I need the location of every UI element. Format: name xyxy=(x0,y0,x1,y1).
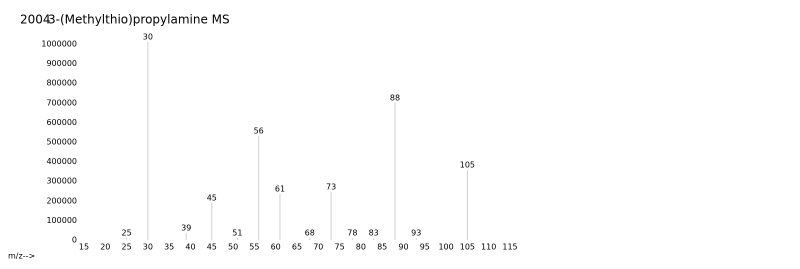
peak-label: 88 xyxy=(390,93,400,102)
peak-label: 30 xyxy=(143,33,153,42)
x-tick-label: 50 xyxy=(228,243,238,252)
x-tick-label: 30 xyxy=(143,243,153,252)
peak-label: 39 xyxy=(181,223,191,232)
x-tick-label: 95 xyxy=(420,243,430,252)
x-tick-label: 45 xyxy=(207,243,217,252)
peak-label: 93 xyxy=(411,229,421,238)
peak-label: 68 xyxy=(305,229,315,238)
y-tick-label: 300000 xyxy=(46,177,77,186)
peak-label: 78 xyxy=(347,229,357,238)
x-tick-label: 110 xyxy=(481,243,496,252)
peak-label: 61 xyxy=(275,184,285,193)
chart-title: 3-(Methylthio)propylamine MS xyxy=(48,13,230,27)
x-tick-label: 105 xyxy=(460,243,475,252)
x-tick-label: 20 xyxy=(100,243,110,252)
peak-label: 51 xyxy=(232,229,242,238)
x-tick-label: 70 xyxy=(313,243,323,252)
x-tick-label: 35 xyxy=(164,243,174,252)
y-tick-label: 200000 xyxy=(46,196,77,205)
x-tick-label: 90 xyxy=(398,243,408,252)
x-tick-label: 80 xyxy=(356,243,366,252)
x-tick-label: 65 xyxy=(292,243,302,252)
peak-label: 83 xyxy=(369,229,379,238)
x-tick-label: 75 xyxy=(335,243,345,252)
peak-label: 25 xyxy=(122,229,132,238)
x-tick-label: 115 xyxy=(502,243,517,252)
x-tick-label: 40 xyxy=(185,243,195,252)
y-tick-label: 800000 xyxy=(46,79,77,88)
y-tick-label: 900000 xyxy=(46,59,77,68)
y-tick-label: 600000 xyxy=(46,118,77,127)
year: 2004 xyxy=(20,13,51,27)
peak-label: 105 xyxy=(460,161,475,170)
y-tick-label: 500000 xyxy=(46,138,77,147)
peak-label: 56 xyxy=(254,127,264,136)
x-tick-label: 100 xyxy=(438,243,453,252)
y-tick-label: 0 xyxy=(72,236,77,245)
x-tick-label: 55 xyxy=(249,243,259,252)
y-tick-label: 400000 xyxy=(46,157,77,166)
y-tick-label: 1000000 xyxy=(41,40,77,49)
y-tick-label: 100000 xyxy=(46,216,77,225)
y-tick-label: 700000 xyxy=(46,98,77,107)
peak-label: 45 xyxy=(207,193,217,202)
x-axis-label: m/z--> xyxy=(8,252,35,261)
x-tick-label: 60 xyxy=(271,243,281,252)
peak-label: 73 xyxy=(326,182,336,191)
x-tick-label: 25 xyxy=(122,243,132,252)
x-tick-label: 85 xyxy=(377,243,387,252)
x-tick-label: 15 xyxy=(79,243,89,252)
